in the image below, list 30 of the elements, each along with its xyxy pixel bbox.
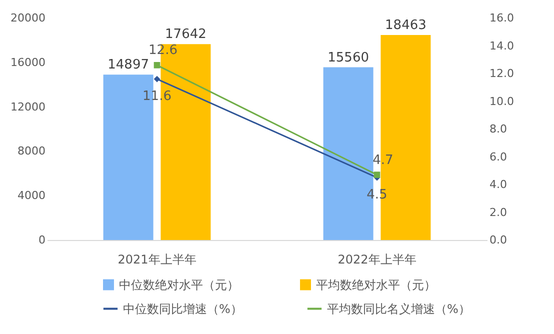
legend-label: 中位数绝对水平（元）	[119, 278, 239, 292]
data-label: 14897	[108, 58, 149, 73]
y-tick-label: 4000	[18, 189, 46, 202]
point	[374, 172, 380, 178]
y2-tick-label: 6.0	[490, 150, 507, 164]
y2-tick-label: 16.0	[490, 12, 514, 24]
y-tick-label: 16000	[10, 56, 46, 69]
x-tick-label: 2021年上半年	[118, 252, 196, 266]
legend-label: 中位数同比增速（%）	[123, 302, 242, 316]
data-label: 11.6	[142, 89, 172, 104]
y2-tick-label: 2.0	[490, 206, 507, 219]
y2-tick-label: 12.0	[490, 67, 514, 80]
point	[154, 62, 160, 68]
x-tick-label: 2022年上半年	[338, 252, 416, 266]
y-tick-label: 12000	[10, 100, 46, 114]
y-tick-label: 0	[38, 234, 46, 246]
y2-tick-label: 8.0	[490, 122, 507, 136]
y2-tick-label: 0.0	[490, 234, 507, 246]
y-tick-label: 8000	[18, 144, 46, 158]
data-label: 4.5	[366, 188, 388, 203]
y-tick-label: 20000	[10, 12, 46, 24]
point	[154, 76, 160, 82]
y2-tick-label: 10.0	[490, 94, 514, 108]
data-label: 15560	[328, 50, 369, 66]
data-label: 18463	[385, 18, 426, 34]
y2-tick-label: 14.0	[490, 39, 514, 52]
legend-label: 平均数同比名义增速（%）	[327, 302, 470, 316]
legend-label: 平均数绝对水平（元）	[316, 278, 436, 292]
data-label: 17642	[165, 27, 206, 42]
y2-tick-label: 4.0	[490, 178, 507, 191]
